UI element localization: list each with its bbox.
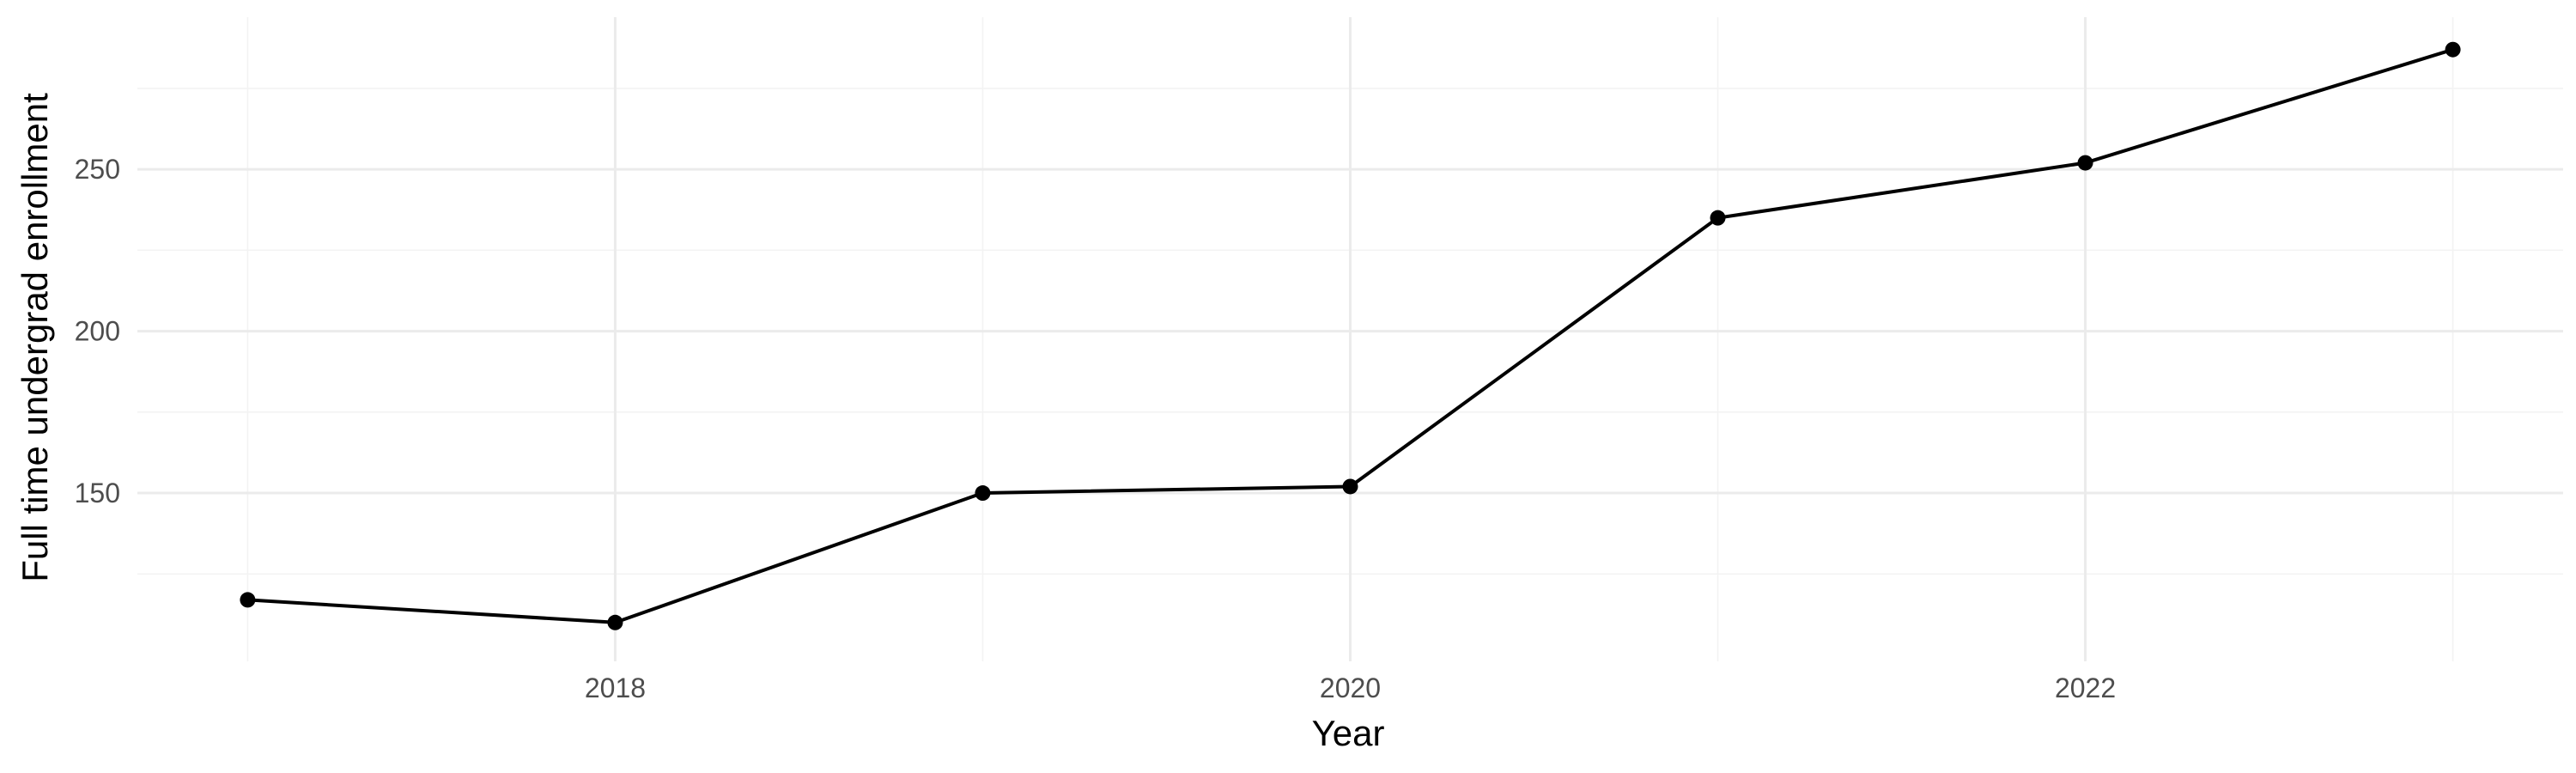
y-axis-tick-labels: 150 200 250 — [75, 154, 120, 508]
x-tick-label: 2022 — [2055, 673, 2116, 703]
data-point — [2077, 155, 2093, 171]
x-axis-tick-labels: 2018 2020 2022 — [585, 673, 2116, 703]
data-point — [240, 592, 256, 608]
y-tick-label: 150 — [75, 478, 120, 508]
data-point — [2445, 41, 2461, 58]
data-point — [1342, 478, 1358, 495]
data-point — [1710, 210, 1726, 226]
data-point — [607, 614, 623, 630]
x-axis-title: Year — [1312, 713, 1385, 753]
y-tick-label: 200 — [75, 316, 120, 347]
data-point — [975, 485, 991, 502]
y-tick-label: 250 — [75, 154, 120, 185]
x-tick-label: 2020 — [1320, 673, 1381, 703]
series-layer — [240, 41, 2461, 630]
y-axis-title: Full time undergrad enrollment — [15, 93, 55, 582]
x-tick-label: 2018 — [585, 673, 646, 703]
major-gridlines — [137, 17, 2563, 661]
